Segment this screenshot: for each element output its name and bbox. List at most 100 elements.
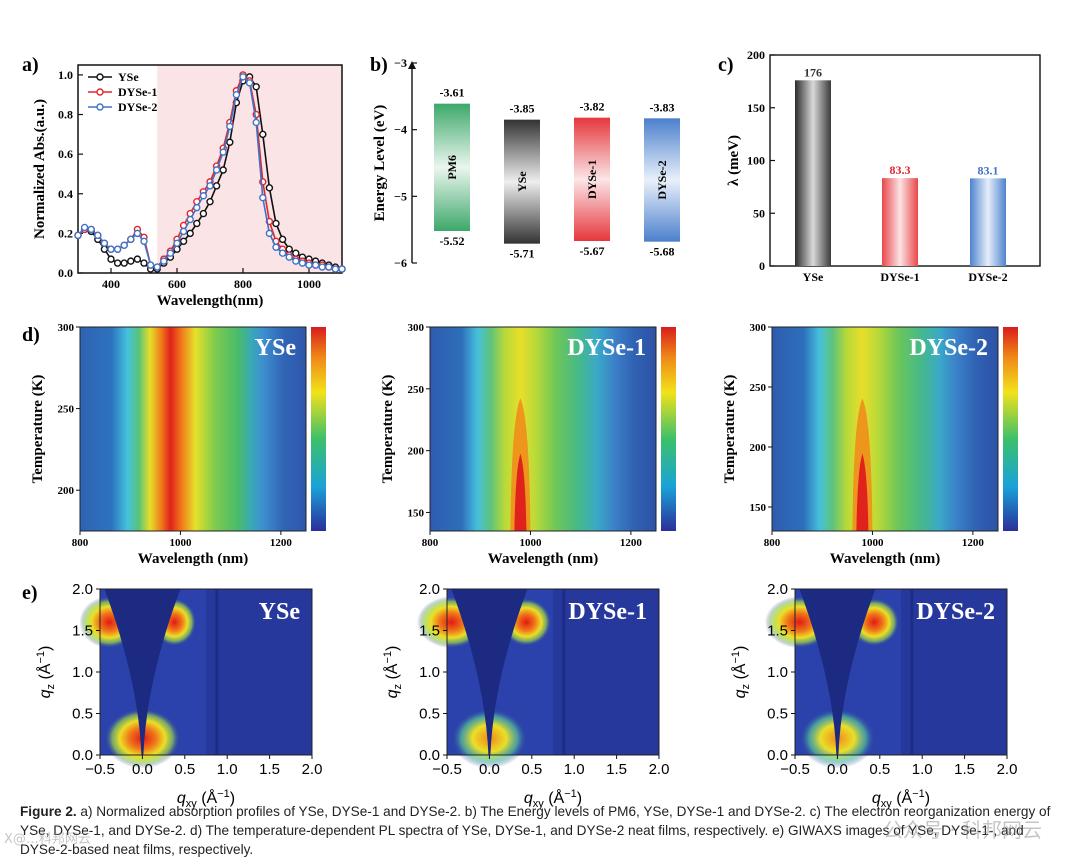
y-tick-label: 0.8 — [58, 108, 73, 122]
level-category-label: PM6 — [445, 155, 459, 180]
homo-label: -5.67 — [580, 244, 605, 258]
colorbar — [1003, 327, 1018, 531]
data-point — [265, 184, 274, 192]
map-title: DYSe-2 — [909, 335, 988, 361]
y-tick-label: −6 — [394, 256, 407, 270]
data-point — [127, 257, 135, 265]
x-tick-label: 1000 — [297, 277, 321, 291]
level-bar — [574, 117, 610, 241]
pl-heatmap — [80, 327, 306, 531]
x-axis-label: Wavelength (nm) — [488, 551, 598, 567]
y-tick-label: 250 — [750, 382, 767, 394]
x-tick-label: YSe — [803, 270, 824, 284]
y-tick-label: 100 — [747, 154, 765, 168]
data-point — [153, 263, 161, 271]
y-tick-label: 0.5 — [419, 706, 440, 723]
x-tick-label: 400 — [102, 277, 120, 291]
data-point — [100, 239, 109, 247]
y-tick-label: 2.0 — [72, 581, 93, 598]
figure-caption: Figure 2. a) Normalized absorption profi… — [20, 802, 1065, 859]
data-point — [278, 249, 287, 257]
bar-value-label: 83.3 — [890, 163, 911, 177]
data-point — [206, 197, 214, 206]
y-tick-label: 250 — [58, 404, 75, 416]
map-title: DYSe-1 — [567, 335, 646, 361]
y-tick-label: 0.0 — [72, 747, 93, 764]
missing-wedge — [104, 589, 181, 755]
data-point — [80, 223, 89, 232]
plot-frame — [771, 326, 999, 532]
plot-frame — [79, 326, 307, 532]
y-axis-label: Temperature (K) — [30, 375, 46, 484]
data-point — [140, 237, 148, 246]
panel-b-energy-levels: b) −3 −4 −5 −6 Energy Level (eV) -3.61 -5.52 PM… — [370, 54, 680, 270]
data-point — [272, 243, 280, 251]
data-point — [199, 192, 208, 200]
panel-c-letter: c) — [718, 54, 734, 76]
data-point — [94, 231, 102, 240]
y-tick-label: 1.0 — [767, 664, 788, 681]
bar-value-label: 83.1 — [978, 163, 999, 177]
legend-marker — [96, 73, 104, 81]
detector-gap — [215, 589, 219, 755]
panel-b-letter: b) — [370, 54, 388, 76]
legend-marker — [96, 103, 104, 111]
lumo-label: -3.83 — [650, 100, 675, 114]
data-point — [186, 215, 194, 224]
x-tick-label: 1.5 — [606, 761, 627, 778]
y-tick-label: 1.0 — [58, 68, 73, 82]
data-point — [107, 245, 115, 253]
watermark-right: 公众号 · 科邦网云 — [882, 818, 1042, 842]
x-tick-label: 600 — [168, 277, 186, 291]
colorbar — [661, 327, 676, 531]
panel-e-giwaxs: e) −0.5 0.0 0.5 1.0 1.5 2.00.00.51.01.52.0qxy… — [22, 581, 1017, 810]
homo-label: -5.68 — [650, 245, 675, 259]
data-point — [226, 138, 234, 146]
y-tick-label: 50 — [753, 206, 765, 220]
data-point — [87, 225, 95, 234]
map-title: YSe — [255, 335, 297, 361]
data-point — [120, 259, 128, 267]
y-axis-label: Temperature (K) — [380, 375, 396, 484]
data-point — [252, 118, 260, 127]
x-tick-label: 1.5 — [259, 761, 280, 778]
x-tick-label: 1000 — [861, 537, 884, 549]
data-point — [259, 130, 267, 139]
data-point — [325, 263, 333, 271]
x-tick-label: 1000 — [169, 537, 192, 549]
legend-marker — [96, 88, 104, 96]
x-tick-label: 2.0 — [649, 761, 670, 778]
x-tick-label: −0.5 — [432, 761, 462, 778]
lumo-label: -3.61 — [440, 86, 465, 100]
data-point — [331, 265, 340, 273]
x-tick-label: DYSe-1 — [880, 270, 919, 284]
y-tick-label: 0.5 — [72, 706, 93, 723]
plot-frame — [77, 64, 343, 274]
x-axis-label: qxy (Å−1) — [872, 788, 930, 810]
legend-label: DYSe-1 — [118, 85, 157, 99]
x-tick-label: −0.5 — [780, 761, 810, 778]
data-point — [127, 235, 135, 244]
y-tick-label: 300 — [58, 322, 75, 334]
data-point — [285, 253, 293, 261]
x-tick-label: 1200 — [962, 537, 985, 549]
data-point — [160, 257, 168, 265]
data-point — [173, 239, 181, 247]
level-bar — [504, 119, 540, 244]
data-point — [305, 261, 313, 269]
data-point — [107, 255, 115, 263]
data-point — [259, 194, 267, 202]
panel-d-letter: d) — [22, 324, 40, 346]
x-axis-label: Wavelength(nm) — [157, 293, 264, 309]
data-point — [140, 259, 148, 267]
y-tick-label: 300 — [750, 322, 767, 334]
y-tick-label: −4 — [394, 123, 407, 137]
data-point — [292, 257, 300, 265]
pl-map-1: 800 1000 1200 150 200 250 300 Wavelength (nm) Te… — [380, 322, 676, 567]
y-tick-label: 0.5 — [767, 706, 788, 723]
y-tick-label: 1.5 — [419, 623, 440, 640]
data-point — [193, 203, 201, 212]
data-point — [239, 73, 247, 81]
